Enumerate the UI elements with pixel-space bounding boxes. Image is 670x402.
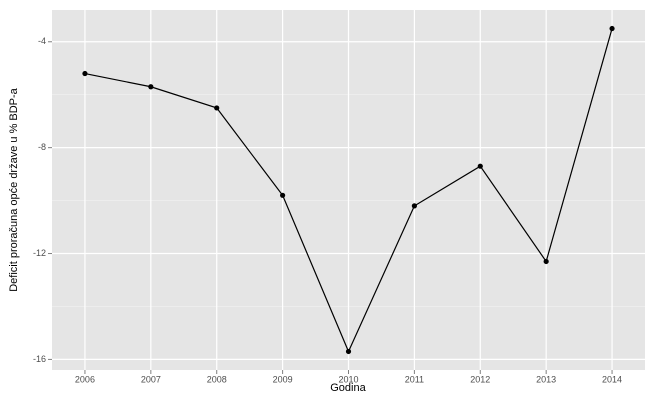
x-tick-label: 2007 (141, 374, 161, 384)
point (214, 105, 220, 111)
y-axis-label: Deficit proračuna opće države u % BDP-a (8, 87, 20, 291)
y-tick-label: -16 (33, 354, 46, 364)
x-tick-label: 2014 (602, 374, 622, 384)
x-tick-label: 2010 (338, 374, 358, 384)
point (148, 84, 154, 90)
x-tick-label: 2006 (75, 374, 95, 384)
y-tick-label: -4 (38, 36, 46, 46)
x-tick-label: 2009 (273, 374, 293, 384)
point (477, 163, 483, 169)
y-tick-label: -12 (33, 248, 46, 258)
point (411, 203, 417, 209)
y-tick-label: -8 (38, 142, 46, 152)
point (543, 258, 549, 265)
point (280, 192, 286, 198)
point (82, 70, 88, 77)
point (609, 25, 615, 32)
x-tick-label: 2008 (207, 374, 227, 384)
point (345, 348, 352, 355)
x-tick-label: 2011 (405, 374, 424, 384)
x-tick-label: 2012 (470, 374, 490, 384)
x-tick-label: 2013 (536, 374, 556, 384)
x-axis-label: Godina (330, 382, 366, 394)
